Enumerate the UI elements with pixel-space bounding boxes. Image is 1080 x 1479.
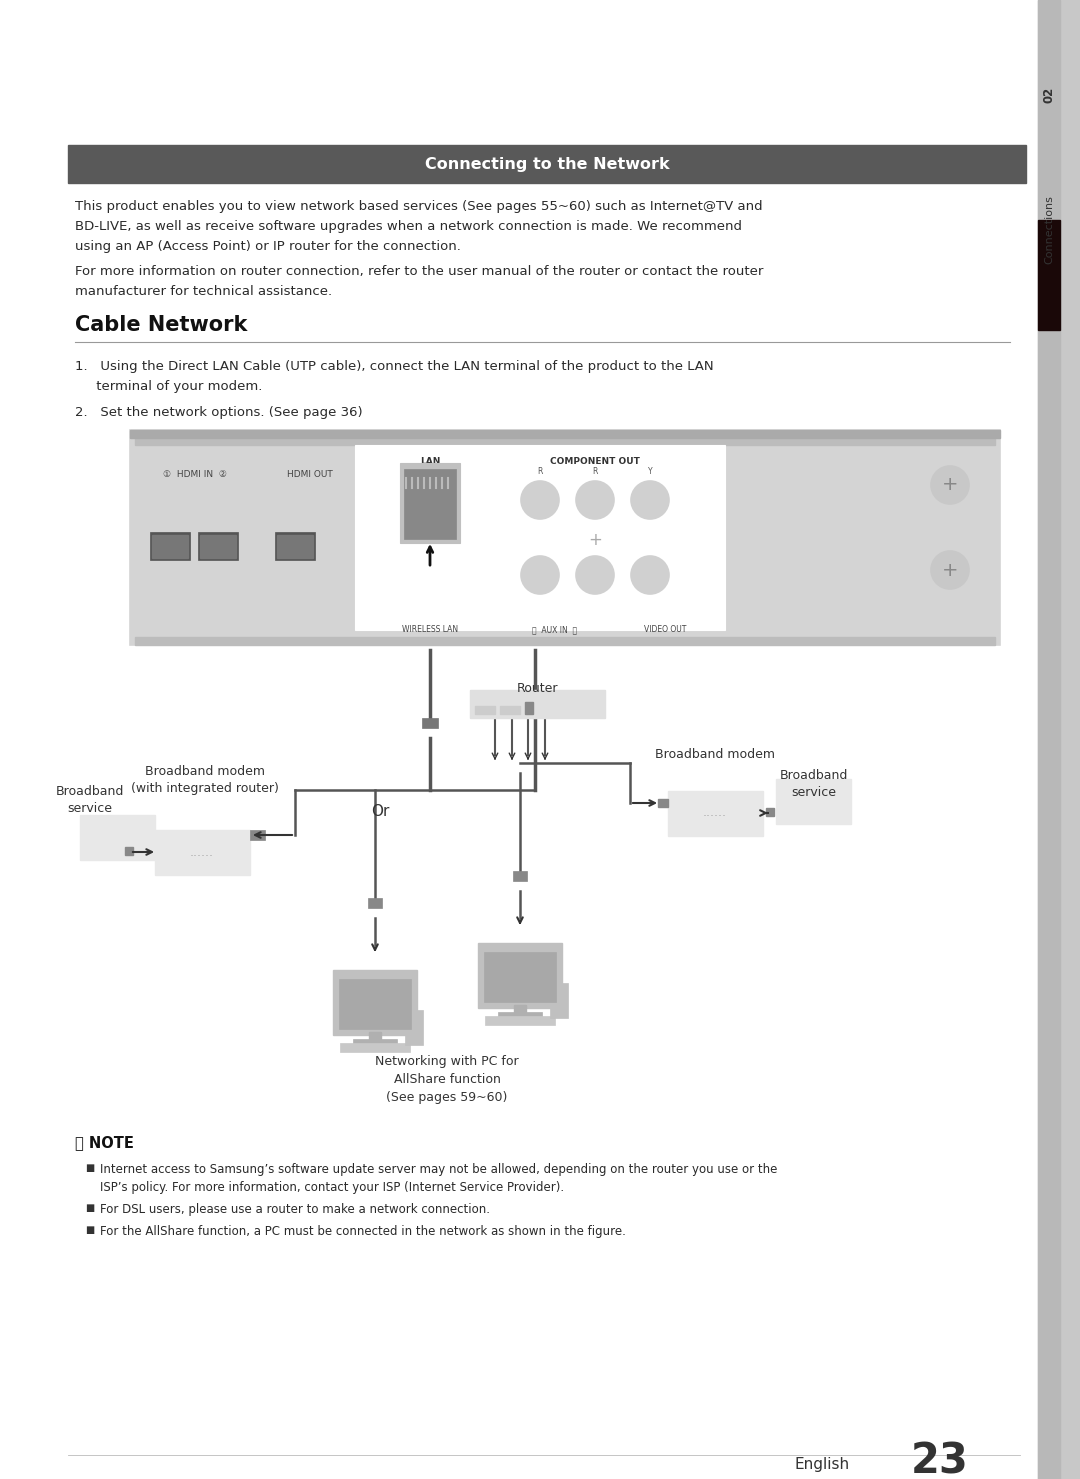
Text: ■: ■ [85, 1225, 94, 1235]
Text: English: English [795, 1457, 850, 1473]
Bar [513, 871, 527, 881]
Text: using an AP (Access Point) or IP router for the connection.: using an AP (Access Point) or IP router … [75, 240, 461, 253]
Text: This product enables you to view network based services (See pages 55~60) such a: This product enables you to view network… [75, 200, 762, 213]
Text: ......: ...... [703, 806, 727, 819]
Text: Ⓡ  AUX IN  Ⓛ: Ⓡ AUX IN Ⓛ [532, 626, 578, 634]
Ellipse shape [576, 481, 615, 519]
Text: ⎘ NOTE: ⎘ NOTE [75, 1134, 134, 1151]
Text: Y: Y [648, 467, 652, 476]
Bar [68, 145, 1026, 183]
Bar [422, 717, 438, 728]
Bar [658, 799, 669, 808]
Bar [514, 1006, 526, 1013]
Text: Cable Network: Cable Network [75, 315, 247, 336]
Bar [478, 944, 562, 1009]
Bar [368, 898, 382, 908]
Text: terminal of your modem.: terminal of your modem. [75, 380, 262, 393]
Text: Router: Router [516, 682, 557, 695]
Bar [353, 1040, 397, 1046]
Text: For DSL users, please use a router to make a network connection.: For DSL users, please use a router to ma… [100, 1202, 490, 1216]
Bar [400, 463, 460, 543]
Ellipse shape [931, 552, 969, 589]
Bar [276, 535, 313, 558]
Text: manufacturer for technical assistance.: manufacturer for technical assistance. [75, 285, 333, 297]
Bar [135, 637, 995, 645]
Text: Or: Or [370, 805, 389, 819]
Text: ISP’s policy. For more information, contact your ISP (Internet Service Provider): ISP’s policy. For more information, cont… [100, 1182, 564, 1194]
Bar [150, 532, 190, 561]
Bar [485, 1016, 555, 1025]
Text: WIRELESS LAN: WIRELESS LAN [402, 626, 458, 634]
Text: ①  HDMI IN  ②: ① HDMI IN ② [163, 470, 227, 479]
Bar [369, 1032, 381, 1040]
Text: Connecting to the Network: Connecting to the Network [424, 157, 670, 172]
Bar [475, 705, 495, 714]
Bar [470, 691, 605, 717]
Text: HDMI OUT: HDMI OUT [287, 470, 333, 479]
Text: COMPONENT OUT: COMPONENT OUT [550, 457, 640, 466]
Bar [249, 830, 265, 840]
Bar [135, 436, 995, 445]
Bar [766, 808, 774, 816]
Text: R: R [592, 467, 597, 476]
Text: Broadband modem
(with integrated router): Broadband modem (with integrated router) [131, 765, 279, 796]
Bar [355, 445, 725, 630]
Bar [156, 830, 249, 876]
Text: ■: ■ [85, 1162, 94, 1173]
Bar [200, 535, 237, 558]
Bar [1038, 0, 1059, 1479]
Text: BD-LIVE, as well as receive software upgrades when a network connection is made.: BD-LIVE, as well as receive software upg… [75, 220, 742, 234]
Text: 02: 02 [1042, 87, 1055, 104]
Ellipse shape [521, 481, 559, 519]
Text: VIDEO OUT: VIDEO OUT [644, 626, 686, 634]
Bar [777, 779, 851, 824]
Text: +: + [942, 476, 958, 494]
Ellipse shape [631, 481, 669, 519]
Text: Broadband
service: Broadband service [56, 785, 124, 815]
Text: R: R [538, 467, 542, 476]
Text: For more information on router connection, refer to the user manual of the route: For more information on router connectio… [75, 265, 764, 278]
Bar [404, 469, 456, 538]
Bar [125, 847, 133, 855]
Bar [525, 703, 534, 714]
Text: +: + [942, 561, 958, 580]
Text: 1.   Using the Direct LAN Cable (UTP cable), connect the LAN terminal of the pro: 1. Using the Direct LAN Cable (UTP cable… [75, 359, 714, 373]
Bar [1038, 220, 1059, 330]
Text: Broadband
service: Broadband service [780, 769, 848, 799]
Bar [340, 1043, 410, 1052]
Bar [275, 532, 315, 561]
Text: 23: 23 [912, 1441, 969, 1479]
Bar [498, 1012, 542, 1018]
Bar [130, 430, 1000, 438]
Ellipse shape [521, 556, 559, 595]
Text: ■: ■ [85, 1202, 94, 1213]
Ellipse shape [931, 466, 969, 504]
Text: 2.   Set the network options. (See page 36): 2. Set the network options. (See page 36… [75, 407, 363, 419]
Text: Connections: Connections [1044, 195, 1054, 265]
Ellipse shape [576, 556, 615, 595]
Bar [333, 970, 417, 1035]
Bar [339, 979, 411, 1029]
Bar [500, 705, 519, 714]
Bar [80, 815, 156, 859]
Bar [550, 984, 568, 1018]
Bar [484, 952, 556, 1001]
Text: LAN: LAN [420, 457, 441, 466]
Text: Broadband modem: Broadband modem [654, 748, 775, 762]
Bar [405, 1010, 423, 1046]
Text: Networking with PC for
AllShare function
(See pages 59~60): Networking with PC for AllShare function… [375, 1055, 518, 1103]
Ellipse shape [631, 556, 669, 595]
Bar [152, 535, 188, 558]
Bar [1038, 0, 1080, 1479]
Text: For the AllShare function, a PC must be connected in the network as shown in the: For the AllShare function, a PC must be … [100, 1225, 626, 1238]
Text: ......: ...... [190, 846, 214, 858]
Text: +: + [589, 531, 602, 549]
Bar [198, 532, 238, 561]
Bar [130, 430, 1000, 645]
Text: Internet access to Samsung’s software update server may not be allowed, dependin: Internet access to Samsung’s software up… [100, 1162, 778, 1176]
Bar [669, 791, 762, 836]
